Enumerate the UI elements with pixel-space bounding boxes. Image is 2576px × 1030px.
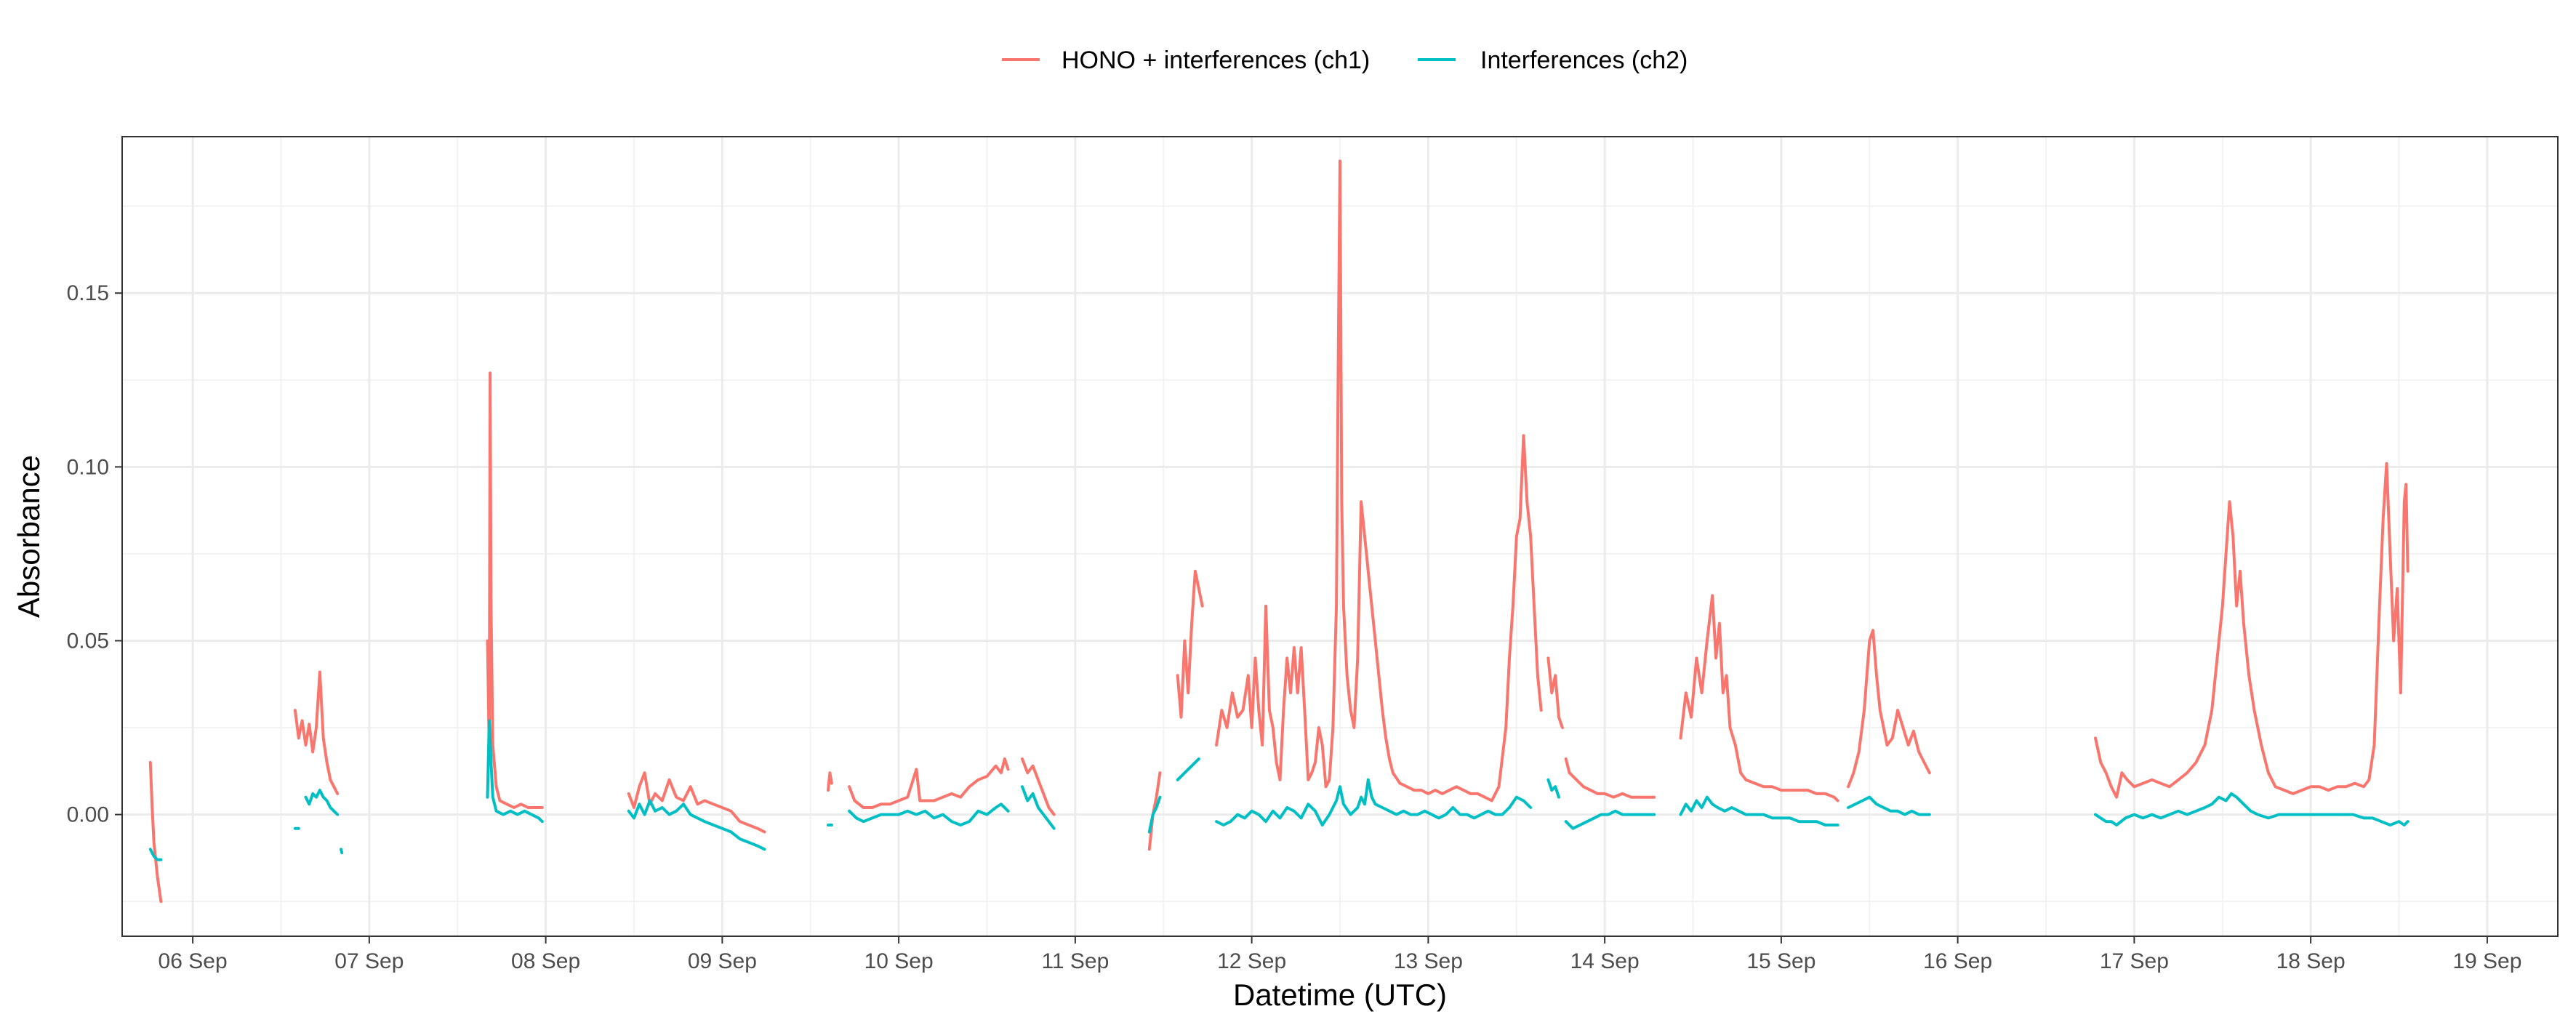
panel-border xyxy=(121,136,2559,937)
y-tick-label: 0.00 xyxy=(67,803,109,827)
series-line-segment xyxy=(848,757,1010,809)
x-tick-label: 16 Sep xyxy=(1923,949,1992,973)
series-line-segment xyxy=(1679,795,1839,826)
series-2 xyxy=(148,719,2410,861)
series-line-segment xyxy=(304,789,340,816)
x-tick-label: 19 Sep xyxy=(2452,949,2521,973)
x-tick-label: 13 Sep xyxy=(1394,949,1463,973)
x-tick-label: 14 Sep xyxy=(1570,949,1640,973)
x-tick-label: 10 Sep xyxy=(864,949,934,973)
series-line-segment xyxy=(1546,778,1560,799)
x-tick-label: 06 Sep xyxy=(159,949,228,973)
series-line-segment xyxy=(148,848,163,861)
series-line-segment xyxy=(1679,594,1839,802)
series-1 xyxy=(148,159,2410,904)
y-tick-label: 0.05 xyxy=(67,629,109,653)
series-line-segment xyxy=(1021,757,1056,816)
x-tick-label: 09 Sep xyxy=(688,949,757,973)
x-tick-label: 12 Sep xyxy=(1217,949,1286,973)
series-line-segment xyxy=(827,771,833,792)
series-line-segment xyxy=(1847,795,1931,816)
series-line-segment xyxy=(1847,629,1931,789)
series-line-segment xyxy=(1021,785,1056,830)
series-line-segment xyxy=(2094,792,2410,826)
series-line-segment xyxy=(1546,656,1564,729)
x-tick-label: 18 Sep xyxy=(2276,949,2346,973)
series-line-segment xyxy=(1215,159,1543,802)
series-line-segment xyxy=(848,802,1010,826)
series-line-segment xyxy=(1564,757,1656,799)
series-line-segment xyxy=(486,371,544,809)
x-axis: 06 Sep 07 Sep 08 Sep 09 Sep 10 Sep 11 Sep 12 S… xyxy=(159,936,2521,973)
grid-minor xyxy=(122,137,2558,936)
series-line-segment xyxy=(1564,809,1656,830)
series-line-segment xyxy=(1147,771,1162,851)
y-axis-title: Absorbance xyxy=(12,455,46,618)
series-line-segment xyxy=(1147,795,1162,834)
y-axis: 0.00 0.05 0.10 0.15 xyxy=(67,281,122,827)
y-tick-label: 0.15 xyxy=(67,281,109,305)
x-tick-label: 07 Sep xyxy=(334,949,404,973)
legend: HONO + interferences (ch1) Interferences… xyxy=(1002,47,1688,74)
grid-major xyxy=(122,137,2558,936)
series-line-segment xyxy=(486,719,544,824)
x-axis-title: Datetime (UTC) xyxy=(1233,978,1447,1012)
series-line-segment xyxy=(1176,569,1204,719)
x-tick-label: 17 Sep xyxy=(2100,949,2169,973)
series-line-segment xyxy=(340,848,344,855)
series-line-segment xyxy=(2094,462,2410,799)
series-line-segment xyxy=(293,670,340,795)
series-line-segment xyxy=(148,760,163,904)
x-tick-label: 08 Sep xyxy=(511,949,580,973)
plot-panel xyxy=(121,136,2559,937)
x-tick-label: 15 Sep xyxy=(1746,949,1815,973)
x-tick-label: 11 Sep xyxy=(1041,949,1109,973)
legend-label-ch2: Interferences (ch2) xyxy=(1480,47,1688,74)
series-layer xyxy=(148,159,2410,904)
legend-label-ch1: HONO + interferences (ch1) xyxy=(1062,47,1370,74)
series-line-segment xyxy=(627,771,766,834)
y-tick-label: 0.10 xyxy=(67,455,109,479)
series-line-segment xyxy=(1176,757,1200,781)
series-line-segment xyxy=(627,799,766,851)
series-line-segment xyxy=(1215,778,1533,826)
